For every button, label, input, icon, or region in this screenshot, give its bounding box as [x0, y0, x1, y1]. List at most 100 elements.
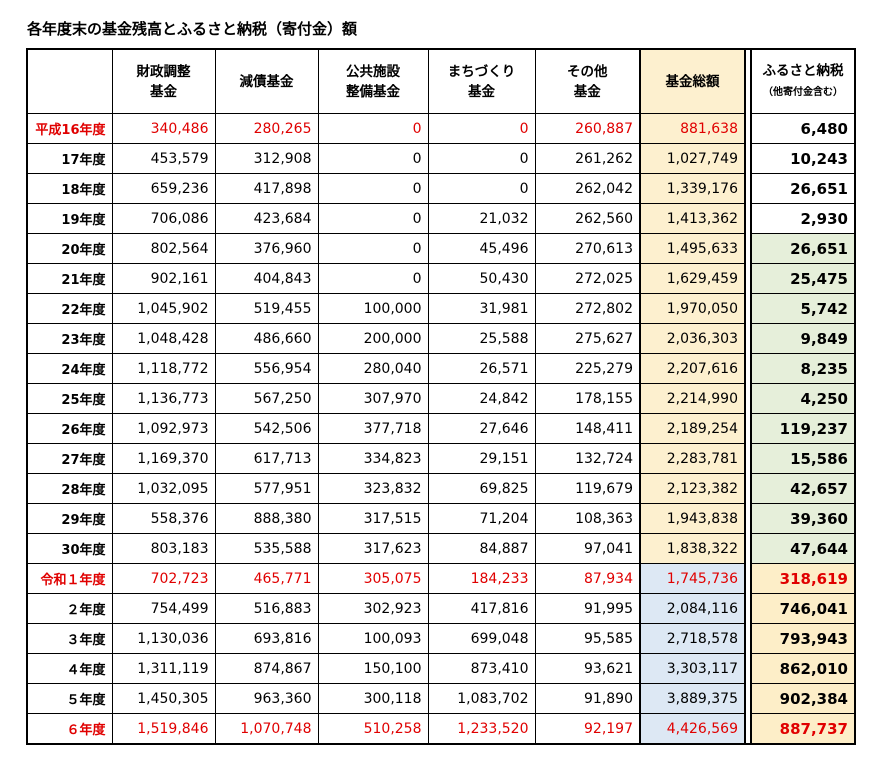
value-cell: 302,923: [317, 593, 429, 624]
column-header: 減債基金: [214, 48, 319, 114]
value-cell: 510,258: [317, 713, 429, 745]
value-cell: 558,376: [111, 503, 216, 534]
value-cell: 617,713: [214, 443, 319, 474]
value-cell: 1,045,902: [111, 293, 216, 324]
value-cell: 93,621: [534, 653, 641, 684]
value-cell: 270,613: [534, 233, 641, 264]
value-cell: 417,898: [214, 173, 319, 204]
value-cell: 6,480: [750, 113, 856, 144]
value-cell: 45,496: [427, 233, 536, 264]
value-cell: 377,718: [317, 413, 429, 444]
value-cell: 119,679: [534, 473, 641, 504]
value-cell: 535,588: [214, 533, 319, 564]
row-label: 24年度: [26, 353, 113, 384]
row-label: 22年度: [26, 293, 113, 324]
value-cell: 1,519,846: [111, 713, 216, 745]
value-cell: 404,843: [214, 263, 319, 294]
value-cell: 100,000: [317, 293, 429, 324]
value-cell: 1,233,520: [427, 713, 536, 745]
value-cell: 453,579: [111, 143, 216, 174]
value-cell: 1,311,119: [111, 653, 216, 684]
value-cell: 1,169,370: [111, 443, 216, 474]
value-cell: 2,036,303: [639, 323, 746, 354]
value-cell: 0: [427, 113, 536, 144]
value-cell: 702,723: [111, 563, 216, 594]
value-cell: 3,303,117: [639, 653, 746, 684]
header-line: 基金: [573, 83, 601, 100]
column-header: 基金総額: [639, 48, 746, 114]
column-header: 公共施設 整備基金: [317, 48, 429, 114]
value-cell: 803,183: [111, 533, 216, 564]
table-row: 令和１年度 702,723 465,771 305,075 184,233 87,934 1…: [26, 563, 856, 594]
value-cell: 69,825: [427, 473, 536, 504]
value-cell: 261,262: [534, 143, 641, 174]
value-cell: 902,161: [111, 263, 216, 294]
value-cell: 4,250: [750, 383, 856, 414]
value-cell: 542,506: [214, 413, 319, 444]
value-cell: 323,832: [317, 473, 429, 504]
value-cell: 2,207,616: [639, 353, 746, 384]
value-cell: 874,867: [214, 653, 319, 684]
value-cell: 26,571: [427, 353, 536, 384]
value-cell: 95,585: [534, 623, 641, 654]
value-cell: 2,189,254: [639, 413, 746, 444]
value-cell: 317,623: [317, 533, 429, 564]
value-cell: 902,384: [750, 683, 856, 714]
value-cell: 1,032,095: [111, 473, 216, 504]
value-cell: 2,930: [750, 203, 856, 234]
value-cell: 888,380: [214, 503, 319, 534]
value-cell: 312,908: [214, 143, 319, 174]
table-row: 26年度 1,092,973 542,506 377,718 27,646 148,411…: [26, 413, 856, 444]
value-cell: 272,802: [534, 293, 641, 324]
value-cell: 42,657: [750, 473, 856, 504]
row-label: ６年度: [26, 713, 113, 745]
row-label: 18年度: [26, 173, 113, 204]
value-cell: 754,499: [111, 593, 216, 624]
value-cell: 423,684: [214, 203, 319, 234]
value-cell: 260,887: [534, 113, 641, 144]
value-cell: 340,486: [111, 113, 216, 144]
value-cell: 577,951: [214, 473, 319, 504]
value-cell: 486,660: [214, 323, 319, 354]
table-row: 27年度 1,169,370 617,713 334,823 29,151 132,724…: [26, 443, 856, 474]
header-line: ふるさと納税: [762, 62, 844, 79]
value-cell: 148,411: [534, 413, 641, 444]
column-header: まちづくり 基金: [427, 48, 536, 114]
value-cell: 1,629,459: [639, 263, 746, 294]
value-cell: 2,214,990: [639, 383, 746, 414]
value-cell: 802,564: [111, 233, 216, 264]
row-label: 21年度: [26, 263, 113, 294]
value-cell: 300,118: [317, 683, 429, 714]
value-cell: 693,816: [214, 623, 319, 654]
column-header: その他 基金: [534, 48, 641, 114]
table-row: 28年度 1,032,095 577,951 323,832 69,825 119,679…: [26, 473, 856, 504]
value-cell: 0: [317, 173, 429, 204]
table-row: 29年度 558,376 888,380 317,515 71,204 108,363 1,…: [26, 503, 856, 534]
value-cell: 2,084,116: [639, 593, 746, 624]
value-cell: 318,619: [750, 563, 856, 594]
value-cell: 1,943,838: [639, 503, 746, 534]
value-cell: 1,450,305: [111, 683, 216, 714]
value-cell: 567,250: [214, 383, 319, 414]
value-cell: 26,651: [750, 173, 856, 204]
table-row: 24年度 1,118,772 556,954 280,040 26,571 225,279…: [26, 353, 856, 384]
value-cell: 887,737: [750, 713, 856, 745]
row-label: 令和１年度: [26, 563, 113, 594]
value-cell: 132,724: [534, 443, 641, 474]
header-line: 財政調整: [136, 63, 191, 80]
value-cell: 280,265: [214, 113, 319, 144]
header-line: まちづくり: [447, 63, 516, 80]
table-row: 17年度 453,579 312,908 0 0 261,262 1,027,749 10,2…: [26, 143, 856, 174]
header-note: （他寄付金含む）: [763, 86, 843, 98]
table-row: 18年度 659,236 417,898 0 0 262,042 1,339,176 26,6…: [26, 173, 856, 204]
table-row: 20年度 802,564 376,960 0 45,496 270,613 1,495,63…: [26, 233, 856, 264]
header-row: 財政調整基金 減債基金 公共施設 整備基金 まちづくり 基金 その他 基金 基金総額 ふるさと納税…: [26, 48, 856, 114]
value-cell: 26,651: [750, 233, 856, 264]
value-cell: 272,025: [534, 263, 641, 294]
column-header: ふるさと納税 （他寄付金含む）: [750, 48, 856, 114]
value-cell: 29,151: [427, 443, 536, 474]
value-cell: 0: [317, 233, 429, 264]
row-label: ２年度: [26, 593, 113, 624]
row-label: 26年度: [26, 413, 113, 444]
